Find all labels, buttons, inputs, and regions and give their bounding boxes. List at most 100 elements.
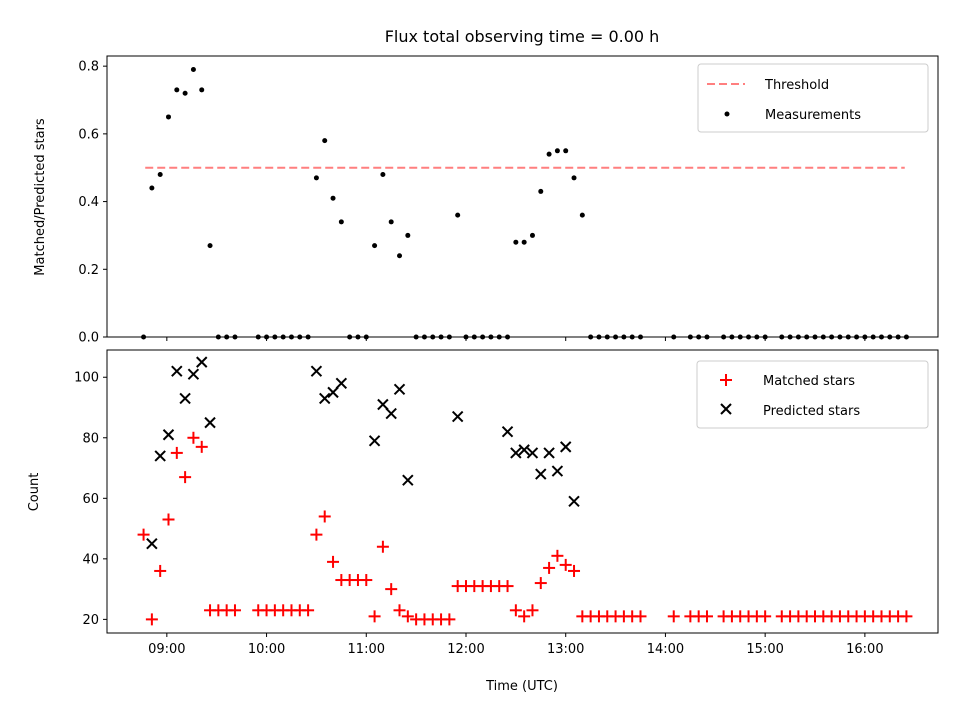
bottom-x-axis-label: Time (UTC) [485, 679, 558, 694]
matched-stars-point [526, 604, 539, 617]
measurement-point [845, 334, 851, 340]
predicted-stars-point [560, 441, 572, 453]
bottom-y-tick-label: 100 [74, 371, 99, 386]
measurement-point [430, 334, 436, 340]
bottom-x-tick-label: 11:00 [348, 642, 385, 657]
chart-title: Flux total observing time = 0.00 h [385, 27, 660, 46]
measurement-point [729, 334, 735, 340]
predicted-stars-point [393, 383, 406, 396]
bottom-y-axis-label: Count [27, 473, 42, 512]
measurement-point [372, 243, 378, 249]
measurement-point [297, 334, 303, 340]
measurement-point [604, 334, 610, 340]
measurement-point [363, 334, 369, 340]
measurement-point [413, 334, 419, 340]
measurement-point [795, 334, 801, 340]
bottom-y-axis: 20 40 60 80 100 [74, 371, 107, 628]
measurement-point [746, 334, 752, 340]
matched-stars-point [568, 564, 581, 577]
predicted-stars-point [568, 495, 580, 508]
measurement-point [388, 219, 394, 225]
legend-threshold-label: Threshold [764, 78, 829, 93]
measurement-point [165, 114, 171, 120]
matched-stars-point [145, 613, 158, 626]
matched-stars-point [162, 513, 175, 526]
matched-stars-point [700, 610, 713, 623]
matched-stars-point [393, 604, 406, 617]
predicted-stars-point [402, 474, 414, 486]
measurement-point [199, 87, 205, 93]
measurement-point [322, 138, 328, 144]
predicted-stars-point [327, 386, 339, 399]
measurement-point [638, 334, 644, 340]
matched-stars-point [443, 613, 456, 626]
matched-stars-point [759, 610, 772, 623]
predicted-stars-point [385, 407, 397, 420]
measurement-point [887, 334, 893, 340]
predicted-stars-point [335, 377, 348, 390]
legend-measurements-swatch [724, 111, 730, 117]
measurement-point [538, 188, 544, 194]
measurement-point [787, 334, 793, 340]
measurement-point [264, 334, 270, 340]
top-y-axis-label: Matched/Predicted stars [33, 118, 48, 276]
measurement-point [355, 334, 361, 340]
measurement-point [421, 334, 427, 340]
measurement-point [207, 243, 213, 249]
measurement-point [141, 334, 147, 340]
predicted-stars-point [310, 365, 323, 377]
measurement-point [405, 232, 411, 238]
matched-stars-point [302, 604, 315, 617]
bottom-x-tick-label: 10:00 [248, 642, 285, 657]
matched-stars-point [543, 561, 556, 574]
matched-stars-point [509, 604, 522, 617]
bottom-series-layer [137, 356, 913, 626]
predicted-stars-point [518, 444, 530, 456]
matched-stars-point [900, 610, 913, 623]
measurement-point [521, 239, 527, 245]
measurement-point [190, 67, 196, 73]
measurement-point [338, 219, 344, 225]
matched-stars-point [195, 440, 208, 453]
matched-stars-point [170, 446, 183, 459]
measurement-point [870, 334, 876, 340]
measurement-point [804, 334, 810, 340]
matched-stars-point [376, 540, 389, 553]
measurement-point [588, 334, 594, 340]
measurement-point [288, 334, 294, 340]
legend-measurements-label: Measurements [765, 108, 861, 123]
measurement-point [438, 334, 444, 340]
matched-stars-point [154, 564, 167, 577]
predicted-stars-point [187, 368, 200, 380]
legend-matched-swatch [720, 374, 732, 386]
measurement-point [862, 334, 868, 340]
measurement-point [280, 334, 286, 340]
measurement-point [571, 175, 577, 181]
measurement-point [529, 232, 535, 238]
top-panel: 0.00.20.40.60.8 Matched/Predicted stars … [33, 55, 939, 346]
matched-stars-point [385, 583, 398, 596]
measurement-point [754, 334, 760, 340]
matched-stars-point [551, 549, 564, 562]
matched-stars-point [137, 528, 150, 541]
bottom-y-tick-label: 40 [82, 552, 99, 567]
predicted-stars-point [171, 365, 183, 377]
predicted-stars-point [543, 447, 555, 459]
measurement-point [149, 185, 155, 191]
bottom-panel: 20 40 60 80 100 09:00 10:00 11:00 12:00 13:00 14:… [27, 349, 939, 694]
matched-stars-point [228, 604, 241, 617]
measurement-point [505, 334, 511, 340]
bottom-x-tick-label: 13:00 [547, 642, 584, 657]
bottom-x-tick-label: 15:00 [746, 642, 783, 657]
bottom-legend: Matched stars Predicted stars [696, 360, 929, 429]
matched-stars-point [318, 510, 331, 523]
measurement-point [779, 334, 785, 340]
bottom-x-tick-label: 16:00 [846, 642, 883, 657]
measurement-point [380, 171, 386, 177]
measurement-point [579, 212, 585, 218]
measurement-point [182, 90, 188, 96]
bottom-y-tick-label: 80 [82, 431, 99, 446]
top-series-layer [141, 67, 909, 340]
predicted-stars-point [179, 392, 191, 405]
